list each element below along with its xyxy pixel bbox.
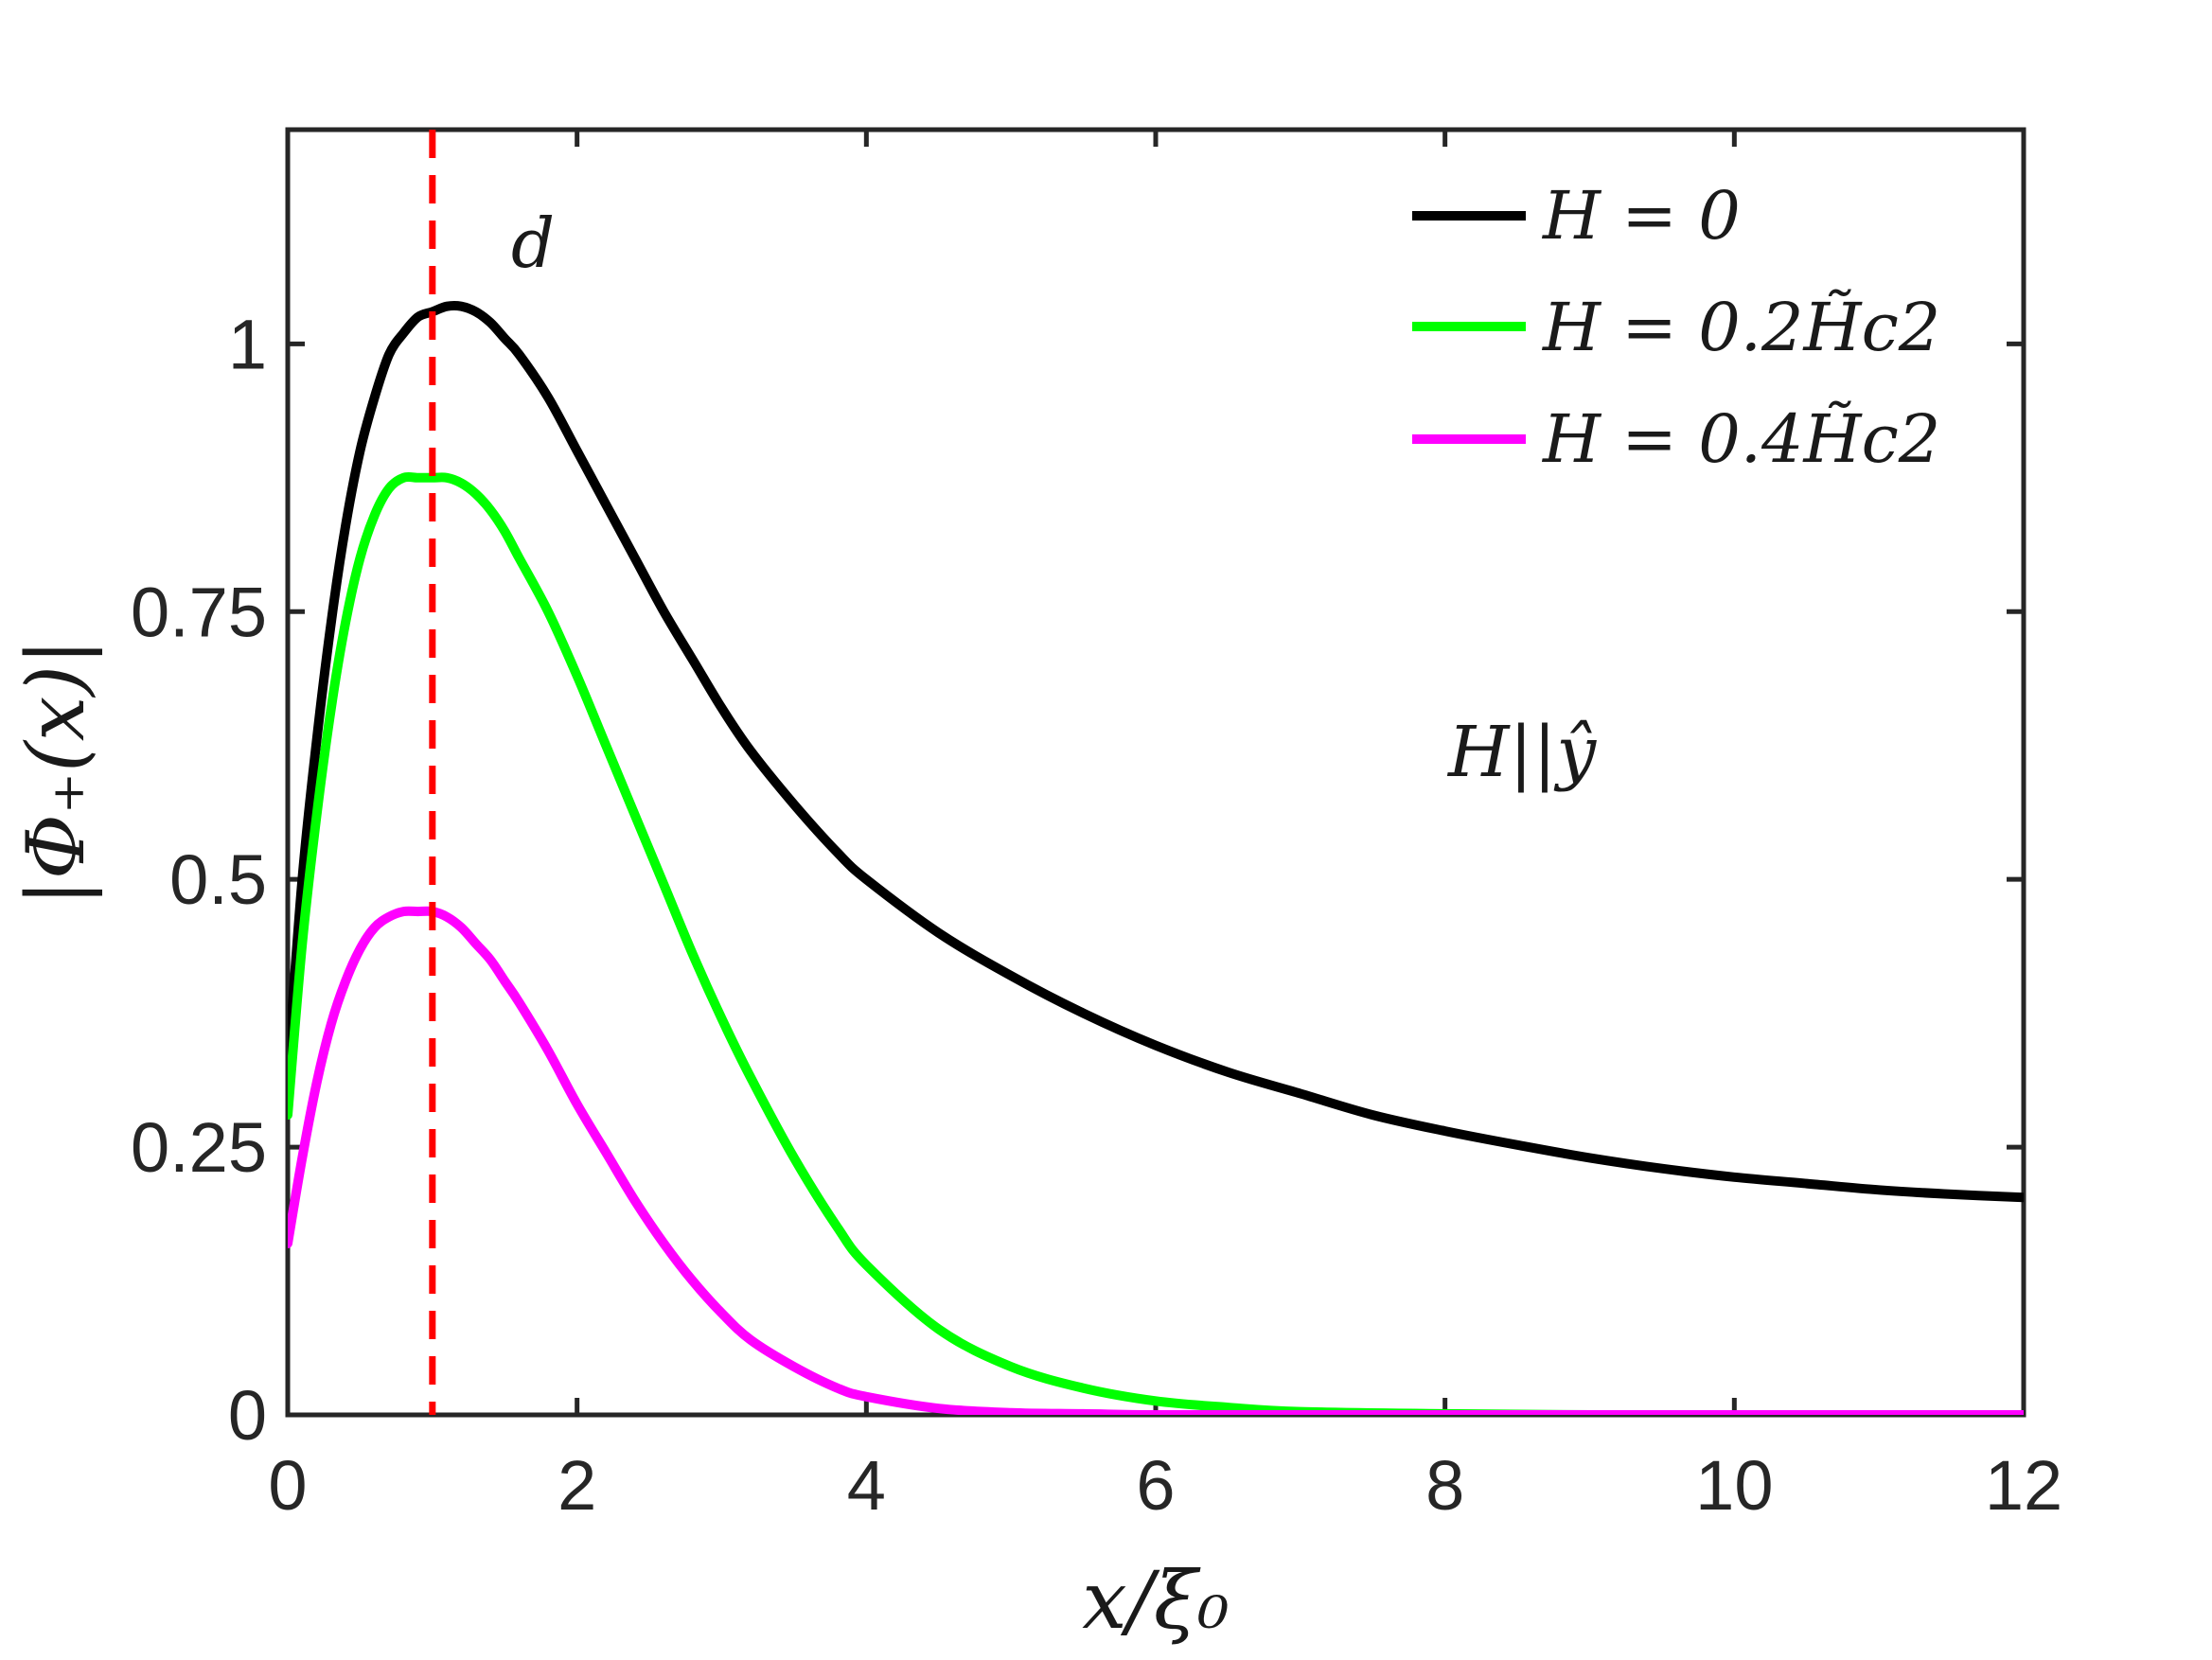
x-tick-label: 4 xyxy=(847,1446,886,1525)
y-tick-label: 0 xyxy=(228,1376,267,1455)
series-line-1 xyxy=(288,471,2024,1415)
reference-line-label: d xyxy=(511,203,555,283)
legend-label-0: H = 0 xyxy=(1541,177,1741,255)
x-tick-label: 10 xyxy=(1695,1446,1773,1525)
x-tick-label: 0 xyxy=(268,1446,307,1525)
field-direction-annotation: H||ŷ xyxy=(1446,712,1597,793)
y-tick-label: 0.75 xyxy=(131,573,267,651)
y-tick-label: 1 xyxy=(228,305,267,383)
y-axis-label: |Φ₊(x)| xyxy=(9,639,102,907)
tick-labels: 0 2 4 6 8 10 12 0 0.25 0.5 0.75 1 xyxy=(131,305,2062,1525)
svg-text:H = 0.2H̃c2: H = 0.2H̃c2 xyxy=(1541,289,1940,366)
x-axis-label: x/ξ₀ xyxy=(1082,1554,1230,1647)
y-tick-label: 0.25 xyxy=(131,1108,267,1187)
x-tick-label: 2 xyxy=(557,1446,596,1525)
x-tick-label: 12 xyxy=(1985,1446,2062,1525)
y-tick-label: 0.5 xyxy=(169,840,267,919)
x-tick-label: 8 xyxy=(1425,1446,1464,1525)
series-line-2 xyxy=(288,906,2024,1415)
legend-label-1: H = 0.2H̃c2 xyxy=(1541,289,1940,366)
x-tick-label: 6 xyxy=(1136,1446,1175,1525)
legend-label-2: H = 0.4H̃c2 xyxy=(1541,400,1940,478)
svg-text:H = 0.4H̃c2: H = 0.4H̃c2 xyxy=(1541,400,1940,478)
legend: H = 0 H = 0.2H̃c2 H = 0.4H̃c2 xyxy=(1412,177,1940,478)
series-line-0 xyxy=(288,301,2024,1203)
series-layer xyxy=(288,301,2024,1415)
svg-text:H = 0: H = 0 xyxy=(1541,177,1741,255)
